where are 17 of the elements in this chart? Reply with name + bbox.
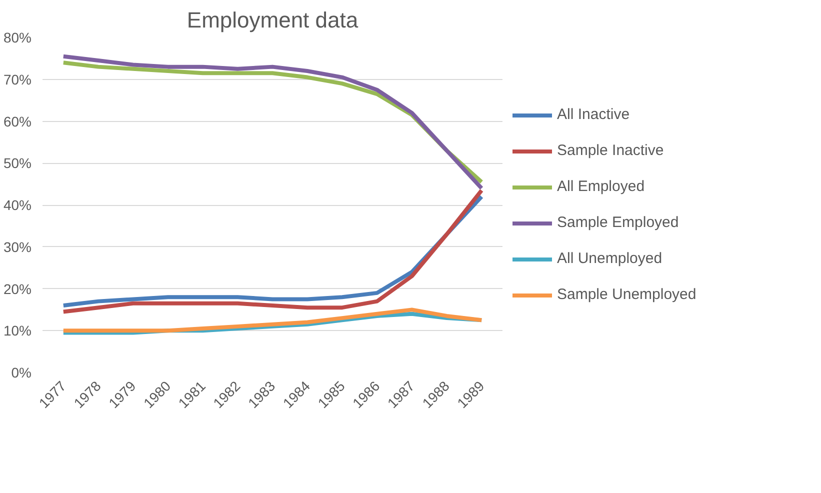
- y-tick-label: 0%: [11, 364, 32, 380]
- y-tick-label: 80%: [3, 30, 32, 46]
- legend-label: All Unemployed: [557, 250, 662, 267]
- legend-label: Sample Employed: [557, 214, 679, 231]
- y-tick-label: 10%: [3, 322, 32, 339]
- y-tick-label: 60%: [3, 113, 32, 130]
- y-tick-label: 40%: [3, 197, 32, 213]
- y-tick-label: 70%: [3, 71, 32, 88]
- legend-label: All Employed: [557, 178, 645, 195]
- y-tick-label: 30%: [3, 238, 32, 255]
- legend-label: Sample Unemployed: [557, 286, 696, 303]
- chart-title: Employment data: [186, 8, 359, 32]
- line-series: [61, 308, 484, 333]
- y-tick-label: 20%: [3, 280, 32, 297]
- legend-label: All Inactive: [557, 106, 630, 123]
- y-tick-label: 50%: [3, 155, 32, 172]
- legend-label: Sample Inactive: [557, 142, 664, 159]
